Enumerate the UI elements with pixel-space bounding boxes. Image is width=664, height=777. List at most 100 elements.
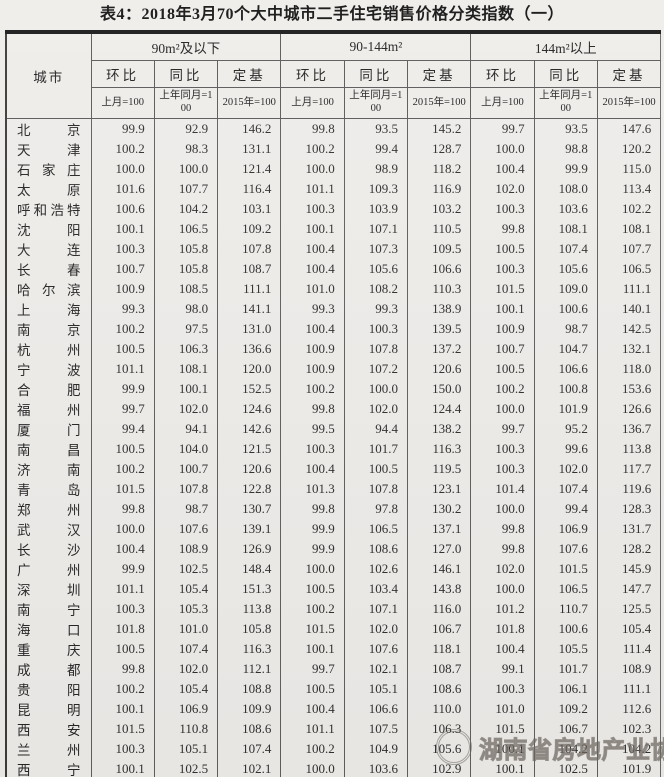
value-cell: 98.8 (533, 139, 598, 159)
city-name: 合肥 (17, 383, 81, 398)
value-cell: 101.5 (90, 719, 155, 739)
base-header-prev-month: 上月=100 (280, 87, 345, 119)
base-header-prev-month: 上月=100 (90, 87, 155, 119)
city-name: 兰州 (17, 743, 81, 758)
value-cell: 102.5 (533, 759, 598, 777)
value-cell: 99.3 (343, 299, 408, 319)
value-cell: 100.2 (90, 319, 155, 339)
value-cell: 126.6 (596, 399, 661, 419)
value-cell: 108.0 (533, 179, 598, 199)
value-cell: 100.5 (470, 359, 535, 379)
value-cell: 100.3 (90, 599, 155, 619)
value-cell: 106.5 (153, 219, 218, 239)
value-cell: 100.8 (533, 379, 598, 399)
value-cell: 109.0 (533, 279, 598, 299)
table-row: 合肥 99.9 100.1 152.5 100.2 100.0 150.0 100.2 100.… (6, 379, 661, 399)
value-cell: 120.6 (406, 359, 471, 379)
city-name: 宁波 (17, 363, 81, 378)
table-row: 广州 99.9 102.5 148.4 100.0 102.6 146.1 102.0 101.… (6, 559, 661, 579)
city-name: 西宁 (17, 763, 81, 777)
value-cell: 100.9 (470, 319, 535, 339)
column-header-yoy: 同比 (153, 60, 218, 88)
value-cell: 132.1 (596, 339, 661, 359)
value-cell: 130.2 (406, 499, 471, 519)
value-cell: 100.2 (90, 679, 155, 699)
value-cell: 93.5 (533, 118, 598, 139)
table-row: 南京 100.2 97.5 131.0 100.4 100.3 139.5 100.9 98.7… (6, 319, 661, 339)
value-cell: 100.2 (280, 599, 345, 619)
value-cell: 100.4 (280, 319, 345, 339)
value-cell: 101.5 (470, 279, 535, 299)
value-cell: 106.5 (596, 259, 661, 279)
table-row: 呼和浩特 100.6 104.2 103.1 100.3 103.9 103.2 100.3 1… (6, 199, 661, 219)
value-cell: 100.1 (90, 699, 155, 719)
value-cell: 100.1 (90, 759, 155, 777)
city-name: 武汉 (17, 523, 81, 538)
value-cell: 100.4 (470, 159, 535, 179)
value-cell: 122.8 (217, 479, 281, 499)
value-cell: 99.8 (470, 519, 535, 539)
value-cell: 100.0 (90, 519, 155, 539)
table-row: 杭州 100.5 106.3 136.6 100.9 107.8 137.2 100.7 104… (6, 339, 661, 359)
value-cell: 102.0 (343, 619, 408, 639)
value-cell: 110.8 (153, 719, 218, 739)
value-cell: 106.5 (533, 579, 598, 599)
value-cell: 100.0 (470, 499, 535, 519)
value-cell: 107.2 (343, 359, 408, 379)
value-cell: 108.1 (533, 219, 598, 239)
value-cell: 98.9 (343, 159, 408, 179)
value-cell: 100.5 (90, 639, 155, 659)
value-cell: 108.9 (153, 539, 218, 559)
value-cell: 146.2 (217, 118, 281, 139)
value-cell: 111.4 (596, 639, 661, 659)
base-header-prev-month: 上月=100 (470, 87, 535, 119)
value-cell: 100.5 (280, 679, 345, 699)
value-cell: 106.6 (533, 359, 598, 379)
city-name: 郑州 (17, 503, 81, 518)
table-row: 哈尔滨 100.9 108.5 111.1 101.0 108.2 110.3 101.5 10… (6, 279, 661, 299)
value-cell: 116.3 (217, 639, 281, 659)
value-cell: 100.1 (280, 219, 345, 239)
base-header-prev-year: 上年同月=100 (343, 87, 408, 119)
value-cell: 107.6 (533, 539, 598, 559)
value-cell: 100.5 (280, 579, 345, 599)
value-cell: 107.4 (533, 239, 598, 259)
value-cell: 110.7 (533, 599, 598, 619)
price-index-table: 城市 90m²及以下 90-144m² 144m²以上 环比 同比 定基 环比 … (5, 30, 662, 777)
value-cell: 120.0 (217, 359, 281, 379)
column-header-fixedbase: 定基 (406, 60, 471, 88)
value-cell: 99.4 (533, 499, 598, 519)
value-cell: 106.1 (533, 679, 598, 699)
city-name: 呼和浩特 (17, 203, 81, 218)
value-cell: 100.0 (153, 159, 218, 179)
table-row: 南昌 100.5 104.0 121.5 100.3 101.7 116.3 100.3 99.… (6, 439, 661, 459)
value-cell: 100.2 (280, 139, 345, 159)
value-cell: 109.2 (533, 699, 598, 719)
value-cell: 101.3 (280, 479, 345, 499)
value-cell: 142.5 (596, 319, 661, 339)
value-cell: 139.5 (406, 319, 471, 339)
value-cell: 100.2 (90, 459, 155, 479)
value-cell: 105.6 (343, 259, 408, 279)
city-name: 大连 (17, 243, 81, 258)
value-cell: 107.8 (343, 479, 408, 499)
value-cell: 102.6 (343, 559, 408, 579)
value-cell: 101.7 (343, 439, 408, 459)
value-cell: 106.7 (406, 619, 471, 639)
value-cell: 121.4 (217, 159, 281, 179)
value-cell: 137.1 (406, 519, 471, 539)
table-row: 海口 101.8 101.0 105.8 101.5 102.0 106.7 101.8 100… (6, 619, 661, 639)
table-body: 北京 99.9 92.9 146.2 99.8 93.5 145.2 99.7 93.5 147.… (6, 118, 661, 777)
value-cell: 136.7 (596, 419, 661, 439)
value-cell: 107.8 (153, 479, 218, 499)
value-cell: 139.1 (217, 519, 281, 539)
value-cell: 116.0 (406, 599, 471, 619)
value-cell: 102.1 (217, 759, 281, 777)
value-cell: 101.8 (470, 619, 535, 639)
table-row: 沈阳 100.1 106.5 109.2 100.1 107.1 110.5 99.8 108.… (6, 219, 661, 239)
value-cell: 107.8 (217, 239, 281, 259)
base-header-prev-year: 上年同月=100 (153, 87, 218, 119)
table-row: 兰州 100.3 105.1 107.4 100.2 104.9 105.6 100.1 104… (6, 739, 661, 759)
value-cell: 100.2 (280, 379, 345, 399)
value-cell: 100.0 (280, 159, 345, 179)
